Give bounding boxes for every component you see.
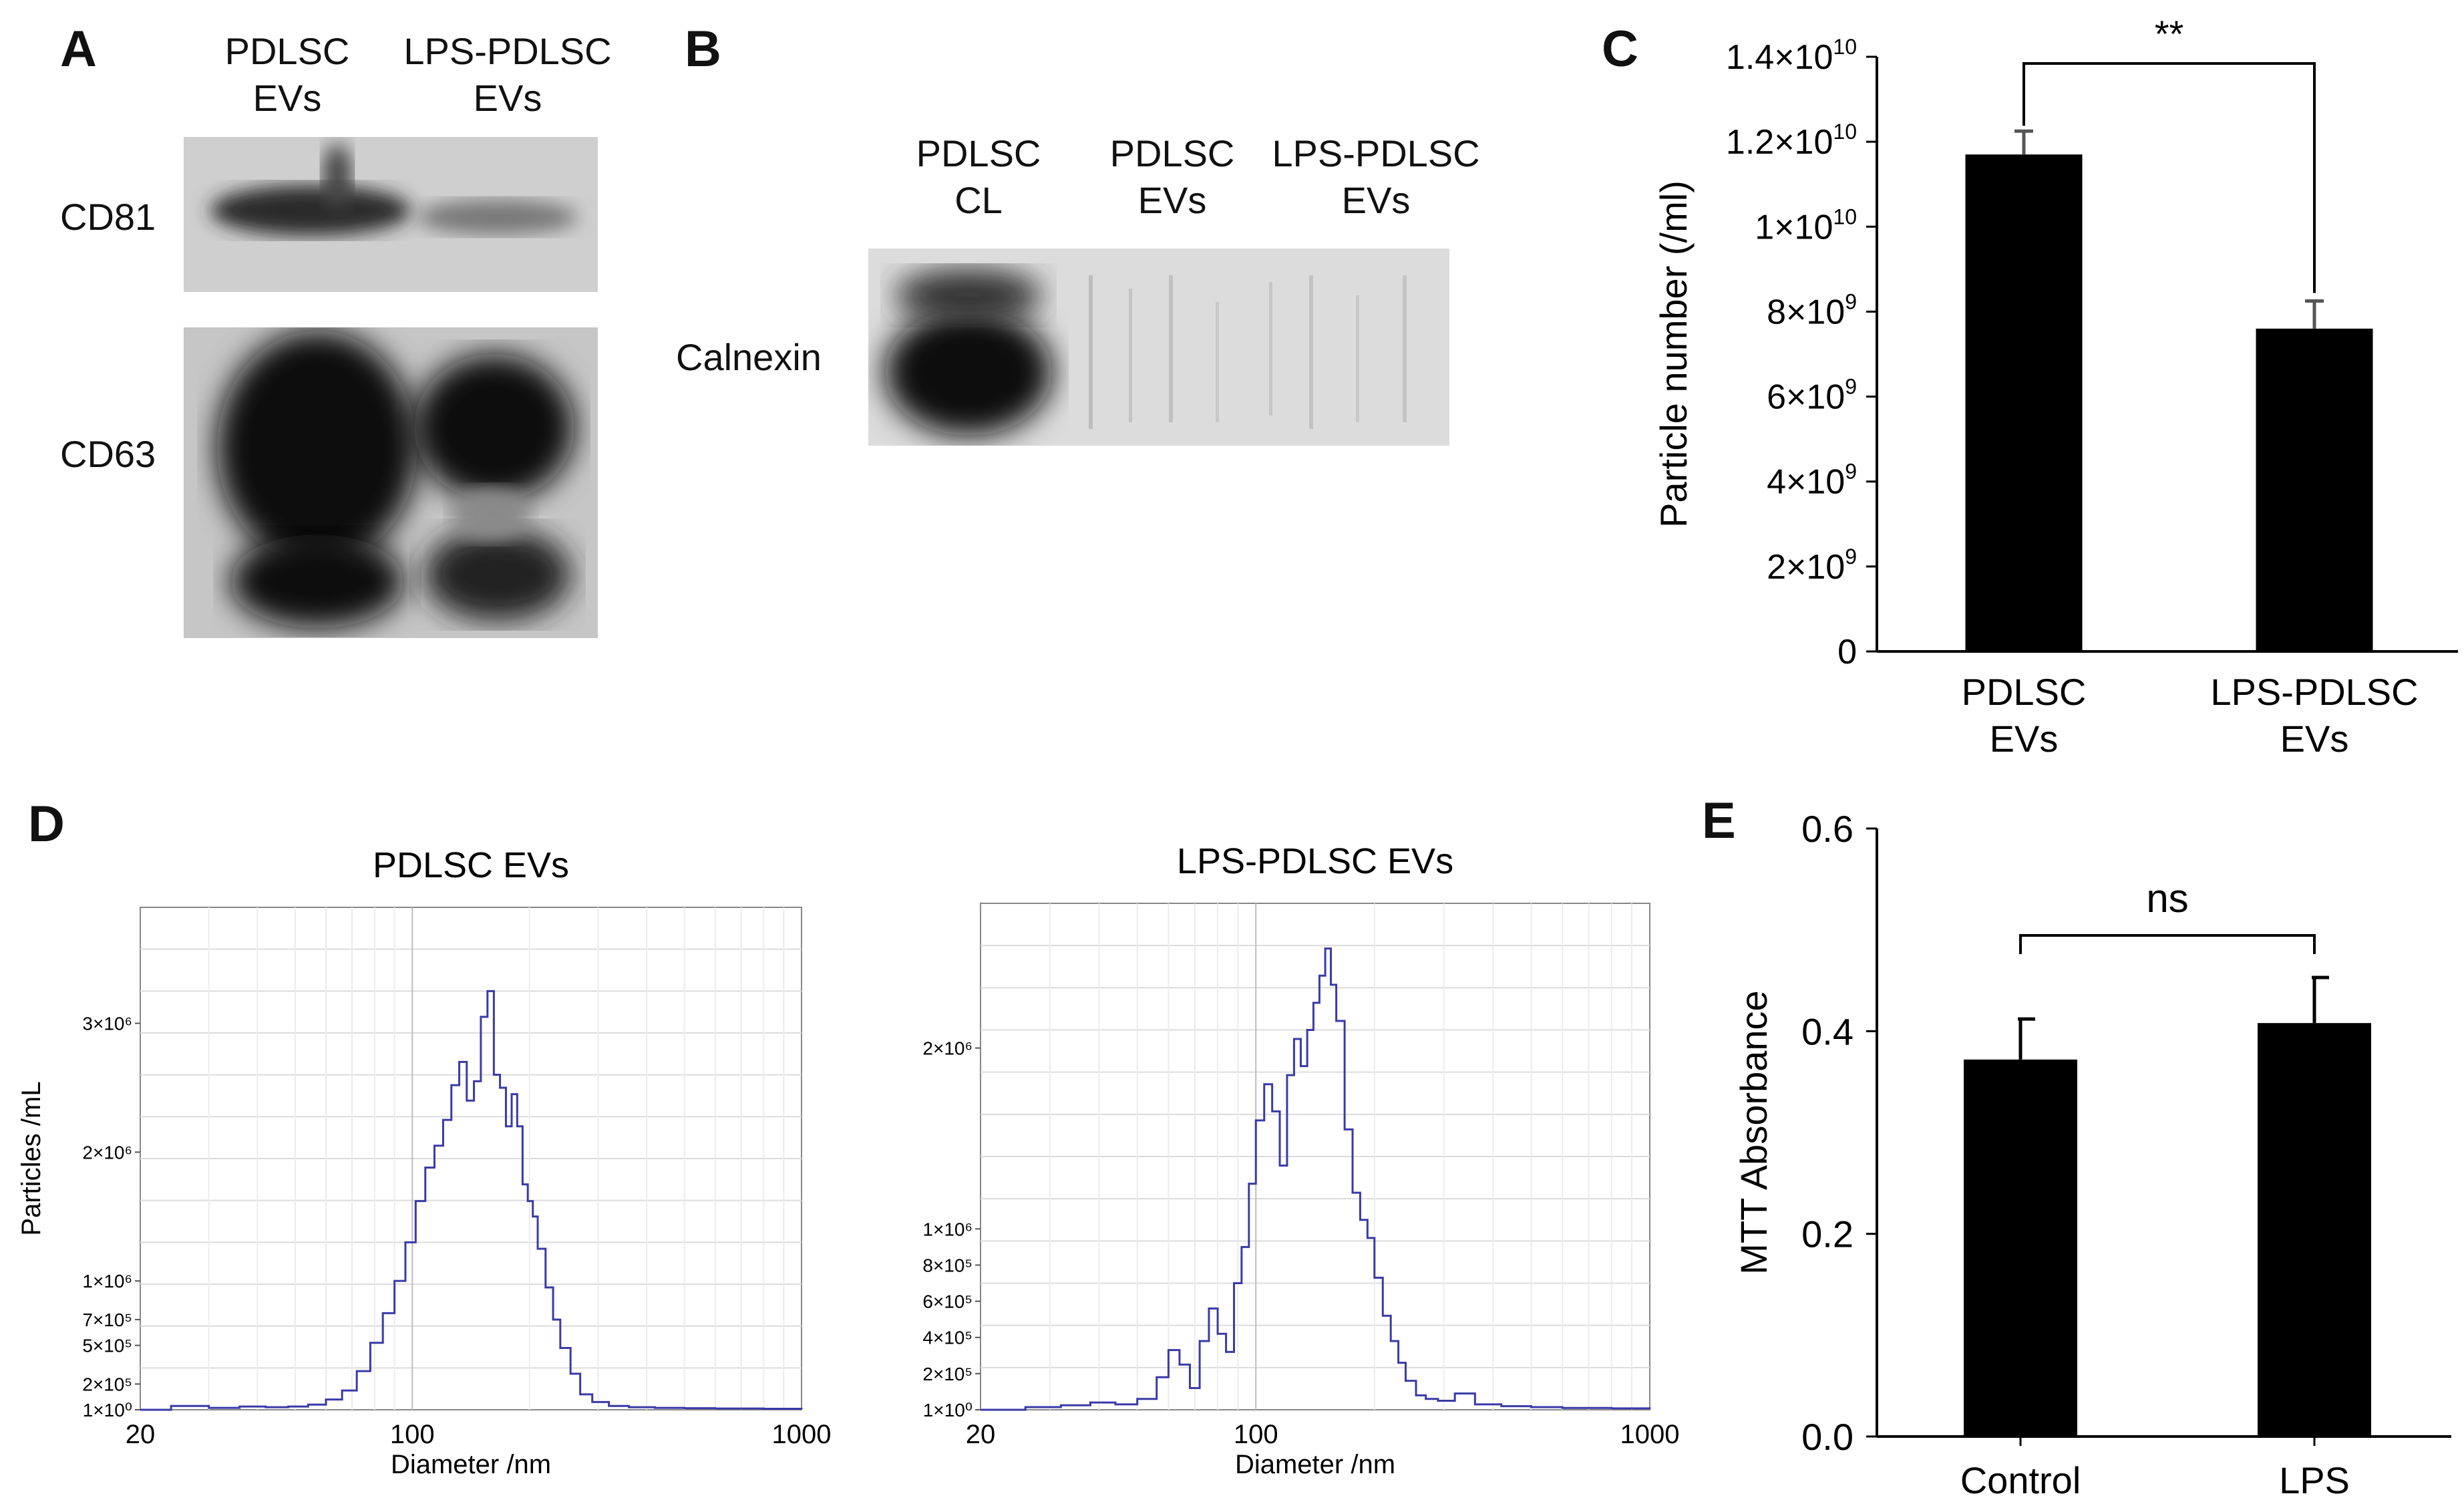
chart-c-y-tick-label: 8×109 <box>1767 289 1857 331</box>
chart-c-bar <box>1965 154 2083 651</box>
chart-c-y-tick-label: 6×109 <box>1767 375 1857 417</box>
blot-a-row-cd63: CD63 <box>60 433 156 475</box>
blot-b-calnexin-image <box>868 249 1449 446</box>
chart-c-y-tick-label: 0 <box>1837 633 1857 671</box>
blot-b-col1-line2: CL <box>954 179 1003 221</box>
blot-a-row-cd81: CD81 <box>60 196 156 238</box>
blot-b-col2-line2: EVs <box>1137 179 1207 221</box>
chart-d-size-distribution-line <box>981 947 1651 1411</box>
chart-d-y-tick-label: 6×10⁵ <box>922 1292 973 1312</box>
chart-d-y-tick-label: 7×10⁵ <box>82 1310 132 1330</box>
chart-d-title: PDLSC EVs <box>373 845 569 885</box>
cd81-band-lane1 <box>210 185 411 236</box>
chart-d-y-tick-label: 1×10⁶ <box>922 1219 973 1239</box>
blot-a-cd63-image <box>184 327 598 638</box>
blot-b-col3-line1: LPS-PDLSC <box>1272 132 1480 174</box>
panel-label-a: A <box>60 21 97 78</box>
blot-b-col3-line2: EVs <box>1341 179 1411 221</box>
chart-c-y-tick-label: 4×109 <box>1767 460 1857 502</box>
chart-d-y-tick-label: 2×10⁵ <box>82 1374 132 1394</box>
blot-b-col2-line1: PDLSC <box>1109 132 1235 174</box>
chart-e-x-tick-label: LPS <box>2279 1459 2350 1501</box>
chart-d-x-tick-label: 20 <box>966 1420 996 1449</box>
chart-d-y-tick-label: 1×10⁰ <box>83 1400 132 1420</box>
chart-d-x-tick-label: 100 <box>390 1420 435 1449</box>
cd63-band-lane1 <box>217 331 417 565</box>
chart-e-significance-label: ns <box>2146 876 2188 921</box>
cd63-band-lane2 <box>414 354 574 501</box>
chart-c-x-tick-label: PDLSC <box>1962 671 2087 713</box>
blot-a-column-lps-pdlsc-evs: LPS-PDLSC EVs <box>391 28 625 122</box>
cd81-band-lane2 <box>417 200 578 235</box>
chart-c-y-tick-label: 1.2×1010 <box>1726 120 1857 162</box>
chart-d-size-distribution-line <box>140 990 803 1411</box>
chart-c-significance-label: ** <box>2155 13 2184 55</box>
chart-d-x-tick-label: 1000 <box>1620 1420 1680 1449</box>
chart-d-x-tick-label: 1000 <box>772 1420 832 1449</box>
chart-c-y-tick-label: 1.4×1010 <box>1726 35 1857 77</box>
blot-a-col1-line2: EVs <box>252 77 322 119</box>
chart-d-y-tick-label: 5×10⁵ <box>82 1336 132 1356</box>
chart-c-y-tick-label: 1×1010 <box>1755 204 1857 247</box>
chart-d-y-tick-label: 1×10⁶ <box>82 1271 132 1292</box>
chart-c-y-tick-label: 2×109 <box>1767 545 1857 587</box>
panel-label-e: E <box>1702 792 1736 849</box>
panel-label-c: C <box>1602 21 1638 78</box>
chart-d-y-tick-label: 2×10⁵ <box>922 1364 973 1384</box>
chart-d-y-tick-label: 1×10⁰ <box>923 1400 973 1420</box>
chart-e-y-tick-label: 0.4 <box>1801 1010 1854 1052</box>
chart-e-bar <box>1964 1059 2077 1437</box>
chart-c-significance-bracket <box>2022 62 2316 293</box>
chart-c-y-axis-label: Particle number (/ml) <box>1652 180 1695 528</box>
chart-d-y-tick-label: 8×10⁵ <box>922 1255 973 1275</box>
chart-e-mtt-absorbance: 0.0 0.2 0.4 0.6 Control LPS ns MTT Absorbance <box>1733 808 2451 1501</box>
chart-d-x-axis-label: Diameter /nm <box>391 1450 551 1479</box>
chart-e-y-tick-label: 0.2 <box>1801 1213 1854 1255</box>
blot-a-col1-line1: PDLSC <box>224 30 350 72</box>
chart-d-y-tick-label: 2×10⁶ <box>82 1142 132 1163</box>
panel-label-d: D <box>28 796 65 853</box>
chart-d-y-tick-label: 4×10⁵ <box>922 1328 973 1348</box>
chart-d-lps-pdlsc-evs-histogram: 1×10⁰ 2×10⁵ 4×10⁵ 6×10⁵ 8×10⁵ 1×10⁶ 2×10⁶ 20 100… <box>922 841 1680 1479</box>
chart-c-x-tick-label: EVs <box>2280 718 2349 760</box>
blot-b-row-calnexin: Calnexin <box>676 336 822 378</box>
chart-d-x-tick-label: 100 <box>1234 1420 1278 1449</box>
panel-label-b: B <box>685 21 721 78</box>
chart-d-x-tick-label: 20 <box>126 1420 156 1449</box>
chart-d-x-axis-label: Diameter /nm <box>1235 1450 1395 1479</box>
blot-a-col2-line2: EVs <box>473 77 542 119</box>
chart-d-y-tick-label: 2×10⁶ <box>922 1038 973 1059</box>
chart-d-title: LPS-PDLSC EVs <box>1177 841 1453 881</box>
chart-e-x-tick-label: Control <box>1960 1459 2081 1501</box>
blot-a-column-pdlsc-evs: PDLSC EVs <box>200 28 374 122</box>
chart-e-bar <box>2258 1023 2371 1437</box>
chart-c-x-tick-label: EVs <box>1990 718 2059 760</box>
blot-b-column-pdlsc-evs: PDLSC EVs <box>1085 130 1259 224</box>
calnexin-band-cl <box>885 309 1052 436</box>
chart-e-y-axis-label: MTT Absorbance <box>1733 990 1775 1274</box>
blot-b-column-lps-pdlsc-evs: LPS-PDLSC EVs <box>1256 130 1496 224</box>
chart-c-x-tick-label: LPS-PDLSC <box>2210 671 2418 713</box>
chart-c-bar <box>2256 328 2373 651</box>
chart-e-y-tick-label: 0.6 <box>1801 808 1854 850</box>
blot-b-col1-line1: PDLSC <box>916 132 1041 174</box>
blot-b-column-pdlsc-cl: PDLSC CL <box>892 130 1065 224</box>
chart-e-significance-bracket <box>2019 934 2316 954</box>
blot-a-cd81-image <box>184 137 598 292</box>
chart-d-y-axis-label: Particles /mL <box>17 1081 46 1235</box>
blot-a-col2-line1: LPS-PDLSC <box>403 30 612 72</box>
chart-e-y-tick-label: 0.0 <box>1801 1416 1854 1458</box>
chart-d-y-tick-label: 3×10⁶ <box>82 1014 132 1034</box>
chart-c-particle-number: 0 2×109 4×109 6×109 8×109 1×1010 1.2×1010 1.4×1… <box>1652 13 2458 760</box>
chart-d-pdlsc-evs-histogram: 1×10⁰ 2×10⁵ 5×10⁵ 7×10⁵ 1×10⁶ 2×10⁶ 3×10⁶ 20 100… <box>17 845 832 1479</box>
